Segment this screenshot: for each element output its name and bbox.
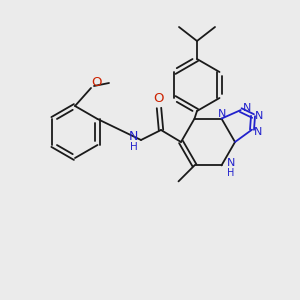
Text: N: N [254, 127, 262, 136]
Text: N: N [129, 130, 138, 143]
Text: N: N [255, 111, 263, 121]
Text: O: O [154, 92, 164, 106]
Text: H: H [226, 168, 234, 178]
Text: N: N [226, 158, 235, 168]
Text: N: N [242, 103, 251, 113]
Text: H: H [130, 142, 138, 152]
Text: O: O [91, 76, 101, 89]
Text: N: N [218, 109, 227, 118]
